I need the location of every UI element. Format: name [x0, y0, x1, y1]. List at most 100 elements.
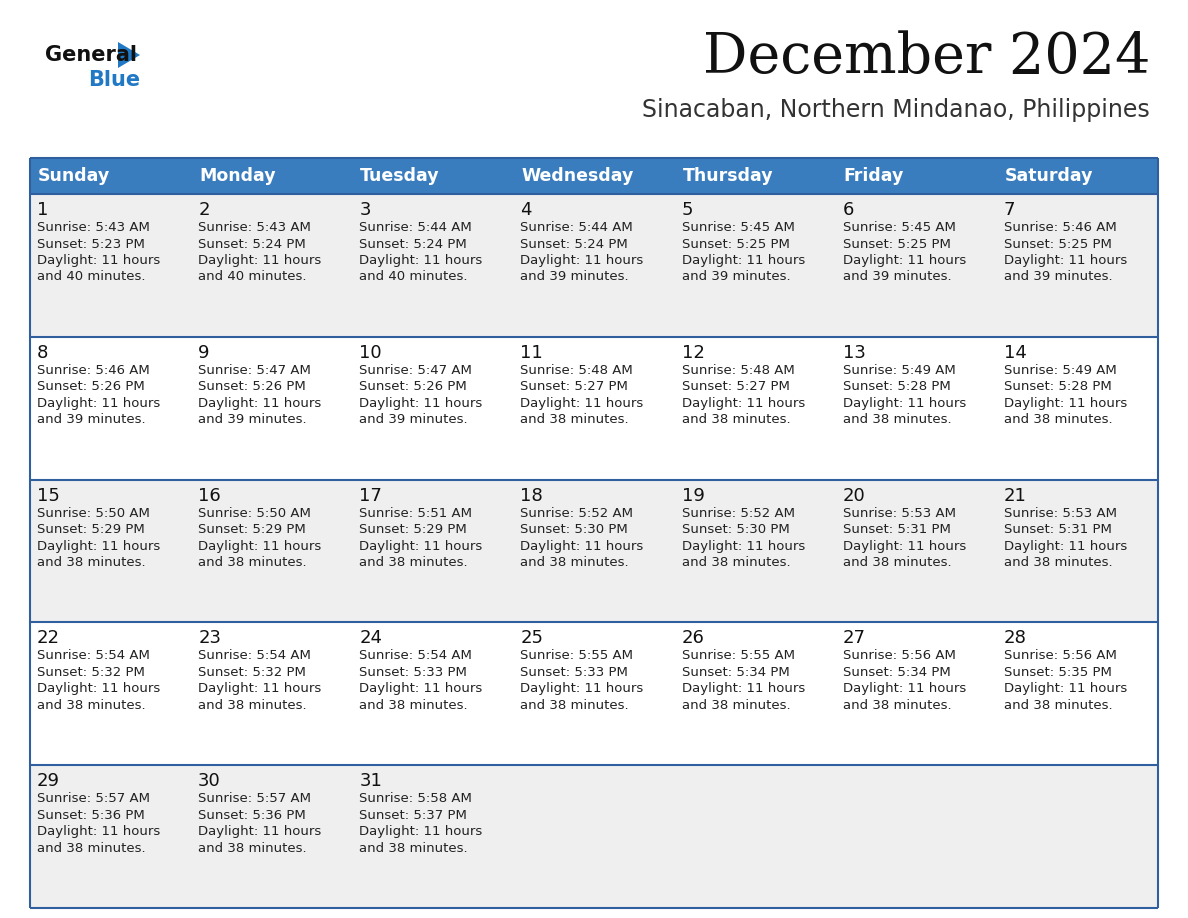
Text: Saturday: Saturday [1005, 167, 1093, 185]
Text: Sunset: 5:32 PM: Sunset: 5:32 PM [198, 666, 307, 679]
Text: Sunrise: 5:43 AM: Sunrise: 5:43 AM [198, 221, 311, 234]
Bar [675, 158, 835, 194]
Text: Daylight: 11 hours: Daylight: 11 hours [37, 254, 160, 267]
Text: and 38 minutes.: and 38 minutes. [682, 413, 790, 426]
Text: Daylight: 11 hours: Daylight: 11 hours [359, 397, 482, 409]
Text: 22: 22 [37, 630, 61, 647]
Text: 10: 10 [359, 344, 381, 362]
Bar [835, 337, 997, 479]
Text: Daylight: 11 hours: Daylight: 11 hours [682, 254, 804, 267]
Bar [513, 337, 675, 479]
Bar [675, 479, 835, 622]
Text: Sunrise: 5:48 AM: Sunrise: 5:48 AM [682, 364, 795, 376]
Text: Sunset: 5:36 PM: Sunset: 5:36 PM [37, 809, 145, 822]
Bar [353, 479, 513, 622]
Text: Daylight: 11 hours: Daylight: 11 hours [37, 825, 160, 838]
Text: 5: 5 [682, 201, 693, 219]
Bar [353, 337, 513, 479]
Text: Sunrise: 5:47 AM: Sunrise: 5:47 AM [359, 364, 472, 376]
Text: Daylight: 11 hours: Daylight: 11 hours [198, 540, 322, 553]
Text: and 38 minutes.: and 38 minutes. [682, 556, 790, 569]
Text: Sunrise: 5:50 AM: Sunrise: 5:50 AM [198, 507, 311, 520]
Bar [835, 479, 997, 622]
Text: and 38 minutes.: and 38 minutes. [520, 556, 630, 569]
Bar [191, 337, 353, 479]
Text: Sunrise: 5:49 AM: Sunrise: 5:49 AM [842, 364, 955, 376]
Text: Sunrise: 5:45 AM: Sunrise: 5:45 AM [842, 221, 955, 234]
Text: Daylight: 11 hours: Daylight: 11 hours [842, 397, 966, 409]
Text: and 38 minutes.: and 38 minutes. [520, 413, 630, 426]
Bar [675, 766, 835, 908]
Text: Sunset: 5:26 PM: Sunset: 5:26 PM [198, 380, 305, 393]
Bar [191, 766, 353, 908]
Text: 13: 13 [842, 344, 866, 362]
Bar [513, 194, 675, 337]
Text: Sinacaban, Northern Mindanao, Philippines: Sinacaban, Northern Mindanao, Philippine… [643, 98, 1150, 122]
Bar [675, 194, 835, 337]
Text: Sunset: 5:27 PM: Sunset: 5:27 PM [520, 380, 628, 393]
Text: Sunset: 5:32 PM: Sunset: 5:32 PM [37, 666, 145, 679]
Text: 31: 31 [359, 772, 383, 790]
Text: and 38 minutes.: and 38 minutes. [842, 413, 952, 426]
Text: and 39 minutes.: and 39 minutes. [37, 413, 146, 426]
Bar [997, 158, 1158, 194]
Text: and 38 minutes.: and 38 minutes. [842, 556, 952, 569]
Text: Sunrise: 5:52 AM: Sunrise: 5:52 AM [682, 507, 795, 520]
Bar [30, 766, 191, 908]
Text: Daylight: 11 hours: Daylight: 11 hours [520, 254, 644, 267]
Text: and 38 minutes.: and 38 minutes. [842, 699, 952, 711]
Text: and 39 minutes.: and 39 minutes. [682, 271, 790, 284]
Text: Sunrise: 5:45 AM: Sunrise: 5:45 AM [682, 221, 795, 234]
Text: and 38 minutes.: and 38 minutes. [198, 842, 307, 855]
Text: Sunrise: 5:55 AM: Sunrise: 5:55 AM [520, 649, 633, 663]
Text: Daylight: 11 hours: Daylight: 11 hours [520, 682, 644, 696]
Text: Blue: Blue [88, 70, 140, 90]
Text: 16: 16 [198, 487, 221, 505]
Text: and 39 minutes.: and 39 minutes. [359, 413, 468, 426]
Text: Sunrise: 5:57 AM: Sunrise: 5:57 AM [198, 792, 311, 805]
Text: Sunset: 5:28 PM: Sunset: 5:28 PM [1004, 380, 1112, 393]
Text: 23: 23 [198, 630, 221, 647]
Text: Daylight: 11 hours: Daylight: 11 hours [359, 825, 482, 838]
Bar [30, 337, 191, 479]
Text: Friday: Friday [843, 167, 904, 185]
Text: Monday: Monday [200, 167, 276, 185]
Bar [513, 622, 675, 766]
Text: Sunrise: 5:44 AM: Sunrise: 5:44 AM [520, 221, 633, 234]
Text: and 38 minutes.: and 38 minutes. [359, 842, 468, 855]
Text: 21: 21 [1004, 487, 1026, 505]
Text: and 39 minutes.: and 39 minutes. [842, 271, 952, 284]
Text: 15: 15 [37, 487, 59, 505]
Text: Sunrise: 5:43 AM: Sunrise: 5:43 AM [37, 221, 150, 234]
Text: Sunset: 5:31 PM: Sunset: 5:31 PM [842, 523, 950, 536]
Bar [191, 622, 353, 766]
Text: Sunset: 5:24 PM: Sunset: 5:24 PM [198, 238, 305, 251]
Bar [997, 479, 1158, 622]
Text: Sunset: 5:24 PM: Sunset: 5:24 PM [520, 238, 628, 251]
Text: Sunrise: 5:51 AM: Sunrise: 5:51 AM [359, 507, 473, 520]
Text: Daylight: 11 hours: Daylight: 11 hours [1004, 682, 1127, 696]
Text: Daylight: 11 hours: Daylight: 11 hours [198, 254, 322, 267]
Text: and 38 minutes.: and 38 minutes. [1004, 413, 1112, 426]
Text: Wednesday: Wednesday [522, 167, 634, 185]
Text: and 38 minutes.: and 38 minutes. [37, 842, 146, 855]
Text: Sunrise: 5:53 AM: Sunrise: 5:53 AM [1004, 507, 1117, 520]
Text: Sunrise: 5:47 AM: Sunrise: 5:47 AM [198, 364, 311, 376]
Text: Daylight: 11 hours: Daylight: 11 hours [1004, 397, 1127, 409]
Text: Daylight: 11 hours: Daylight: 11 hours [1004, 254, 1127, 267]
Text: Daylight: 11 hours: Daylight: 11 hours [359, 254, 482, 267]
Bar [30, 194, 191, 337]
Text: Daylight: 11 hours: Daylight: 11 hours [198, 825, 322, 838]
Text: Sunset: 5:29 PM: Sunset: 5:29 PM [359, 523, 467, 536]
Text: 30: 30 [198, 772, 221, 790]
Text: Sunset: 5:26 PM: Sunset: 5:26 PM [37, 380, 145, 393]
Text: 24: 24 [359, 630, 383, 647]
Text: Sunday: Sunday [38, 167, 110, 185]
Text: and 38 minutes.: and 38 minutes. [682, 699, 790, 711]
Bar [30, 158, 191, 194]
Text: and 38 minutes.: and 38 minutes. [198, 699, 307, 711]
Text: Sunrise: 5:50 AM: Sunrise: 5:50 AM [37, 507, 150, 520]
Text: Sunrise: 5:53 AM: Sunrise: 5:53 AM [842, 507, 955, 520]
Bar [997, 337, 1158, 479]
Bar [353, 622, 513, 766]
